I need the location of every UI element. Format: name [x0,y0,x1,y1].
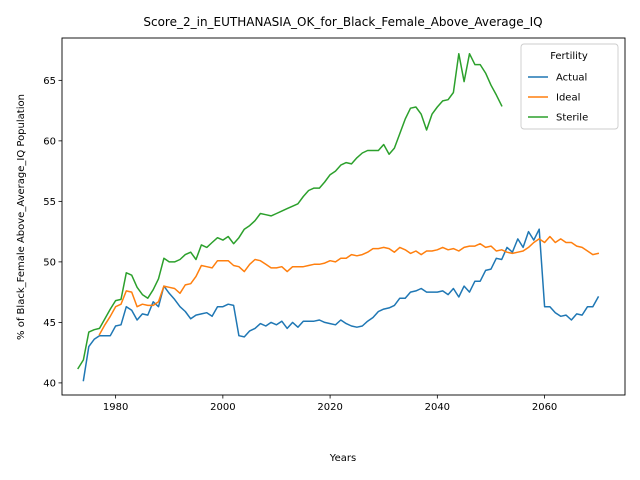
y-tick-label: 55 [43,197,56,208]
x-tick-label: 2040 [425,402,450,413]
x-tick-label: 2000 [210,402,235,413]
legend-label-sterile: Sterile [556,113,588,124]
chart-title: Score_2_in_EUTHANASIA_OK_for_Black_Femal… [143,15,542,29]
x-axis-label: Years [329,453,356,464]
x-tick-label: 2020 [317,402,342,413]
legend-title: Fertility [550,51,588,62]
x-tick-label: 2060 [532,402,557,413]
legend-label-actual: Actual [556,73,587,84]
series-line-ideal [100,237,599,335]
y-tick-label: 50 [43,257,56,268]
legend-label-ideal: Ideal [556,93,580,104]
y-tick-label: 60 [43,136,56,147]
y-tick-label: 65 [43,76,56,87]
y-axis-label: % of Black_Female Above_Average_IQ Popul… [16,94,27,340]
y-tick-label: 45 [43,318,56,329]
y-axis: 40 45 50 55 60 65 [43,76,62,390]
legend: Fertility Actual Ideal Sterile [521,44,618,129]
x-axis: 1980 2000 2020 2040 2060 [103,395,557,413]
series-line-sterile [78,54,502,369]
y-tick-label: 40 [43,378,56,389]
series-layer [78,54,598,381]
x-tick-label: 1980 [103,402,128,413]
